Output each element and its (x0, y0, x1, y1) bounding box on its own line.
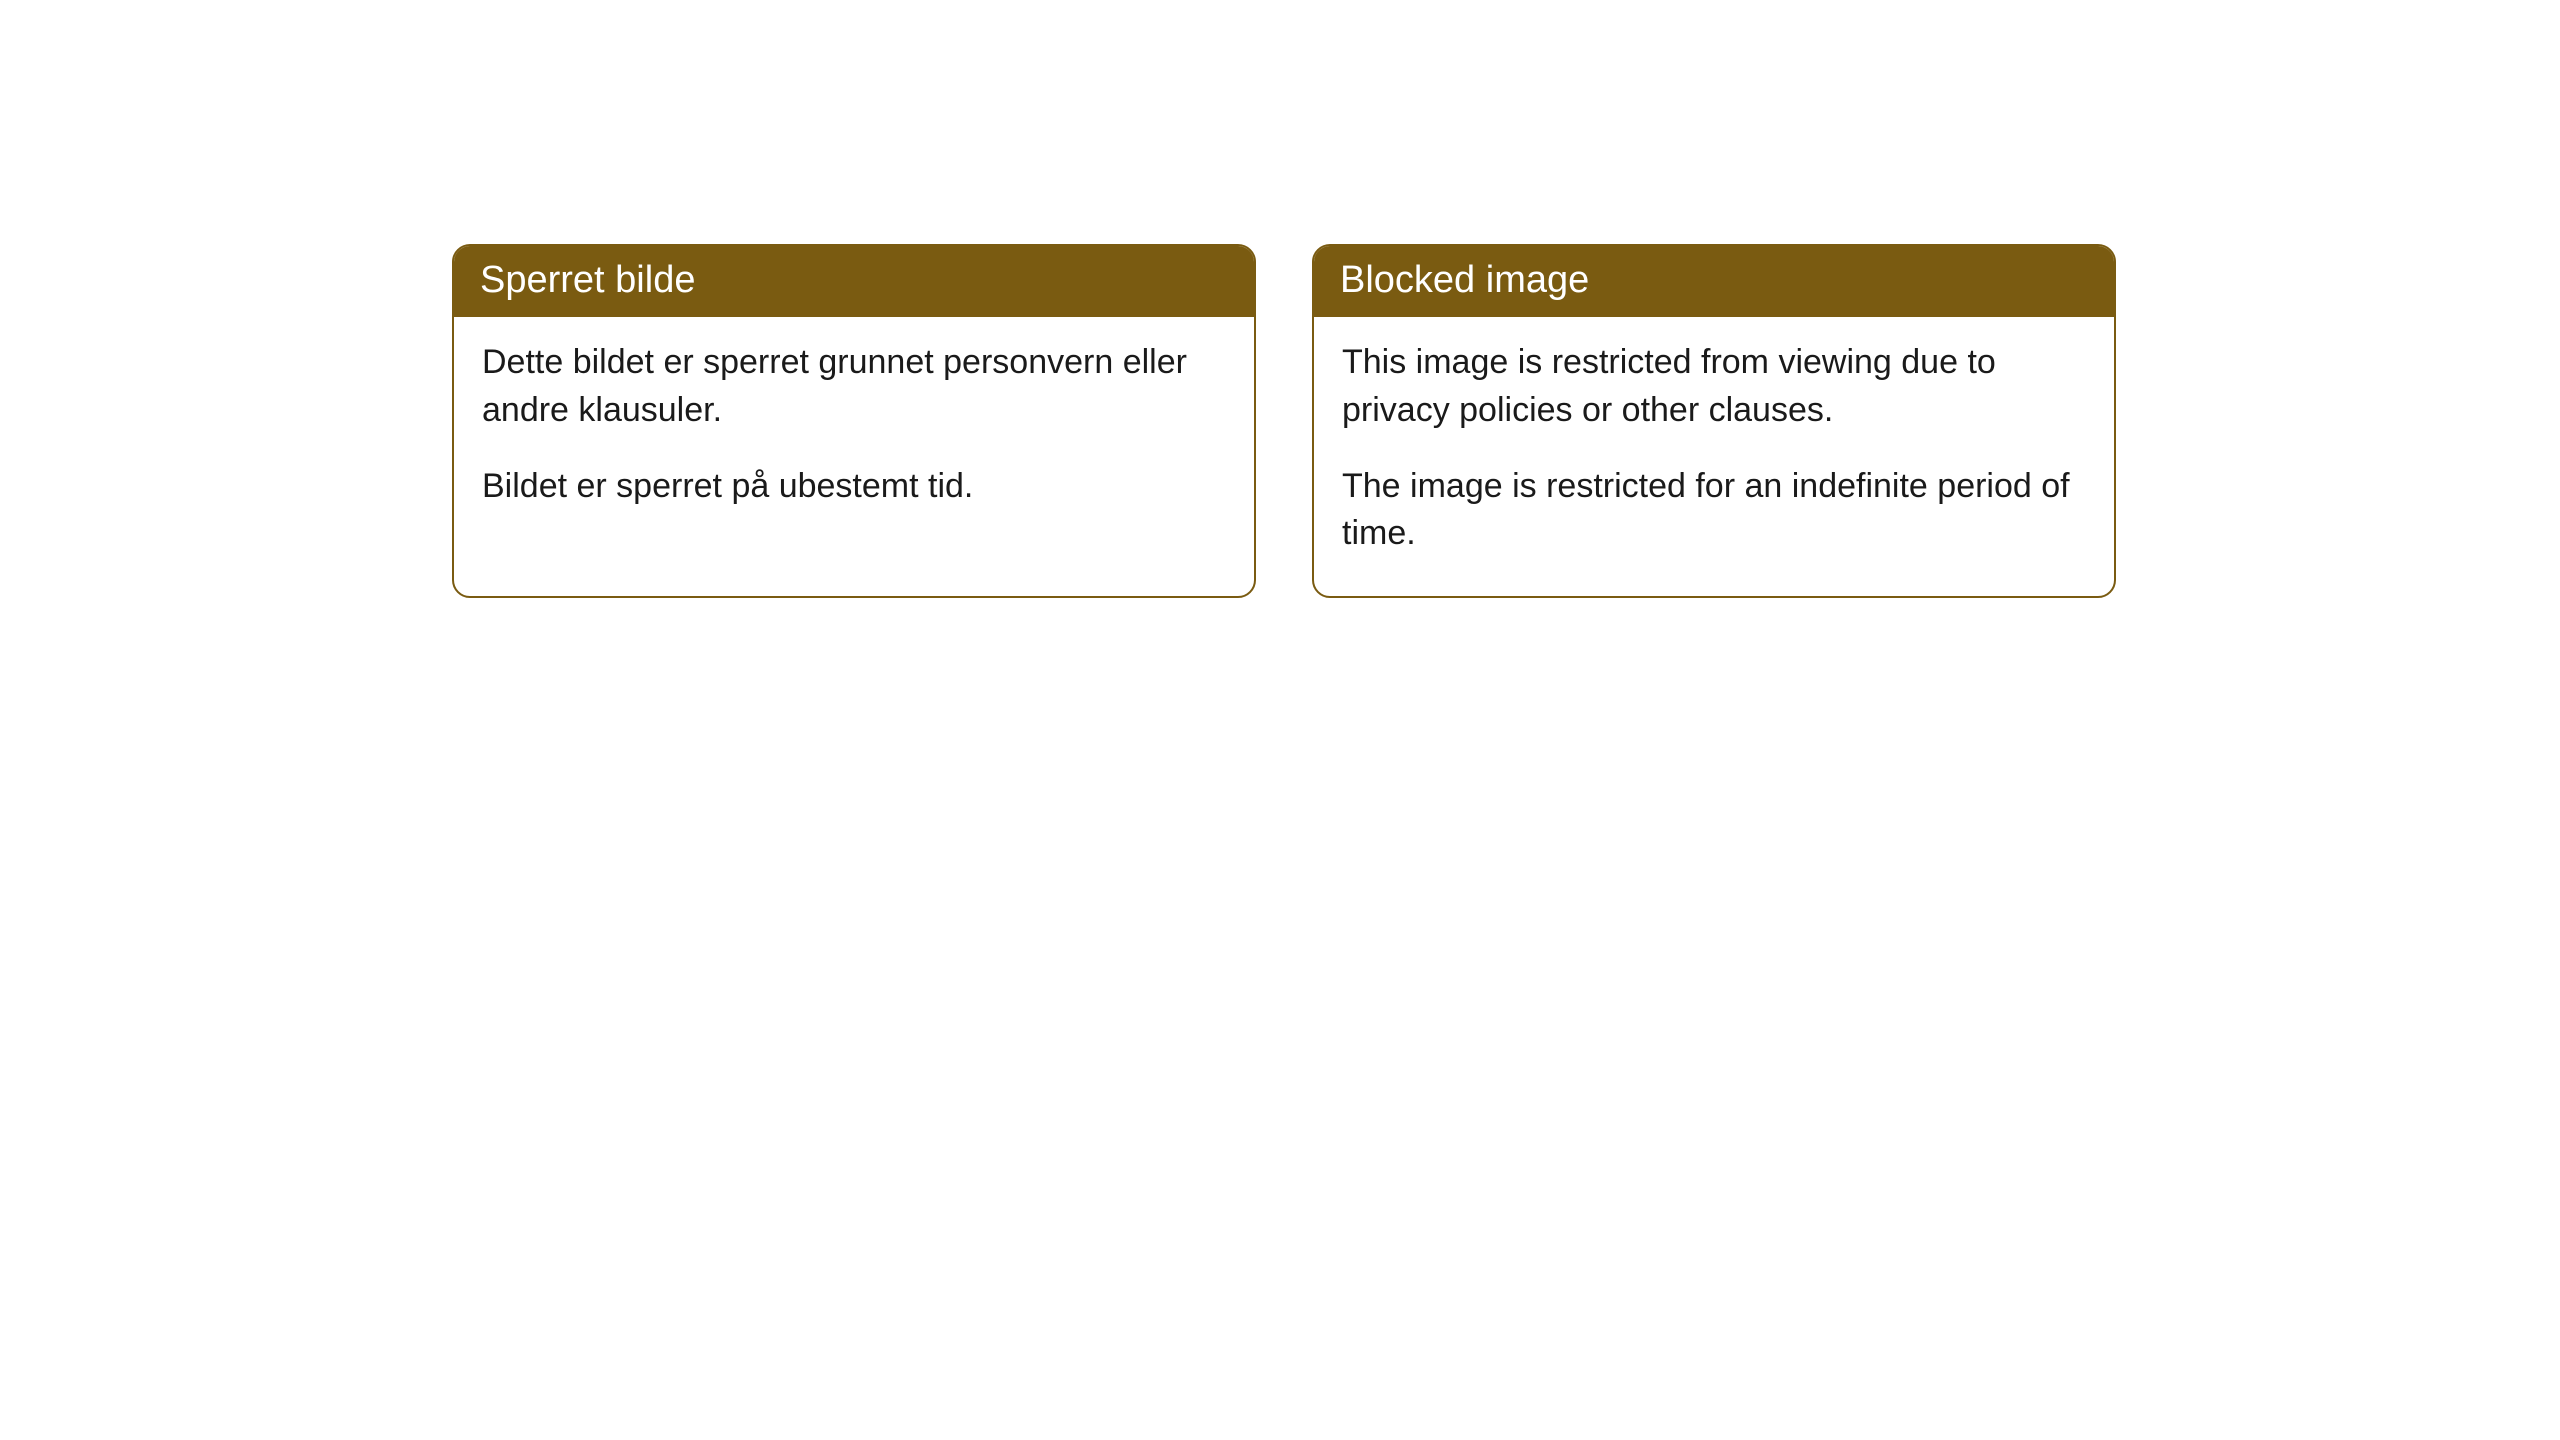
card-paragraph: Bildet er sperret på ubestemt tid. (482, 463, 1226, 511)
blocked-image-card-no: Sperret bilde Dette bildet er sperret gr… (452, 244, 1256, 598)
card-header: Sperret bilde (454, 246, 1254, 317)
card-body: This image is restricted from viewing du… (1314, 317, 2114, 595)
blocked-image-card-en: Blocked image This image is restricted f… (1312, 244, 2116, 598)
card-title: Blocked image (1340, 259, 1589, 301)
card-body: Dette bildet er sperret grunnet personve… (454, 317, 1254, 548)
card-header: Blocked image (1314, 246, 2114, 317)
cards-container: Sperret bilde Dette bildet er sperret gr… (452, 244, 2116, 598)
card-paragraph: Dette bildet er sperret grunnet personve… (482, 339, 1226, 434)
card-title: Sperret bilde (480, 259, 695, 301)
card-paragraph: The image is restricted for an indefinit… (1342, 463, 2086, 558)
card-paragraph: This image is restricted from viewing du… (1342, 339, 2086, 434)
